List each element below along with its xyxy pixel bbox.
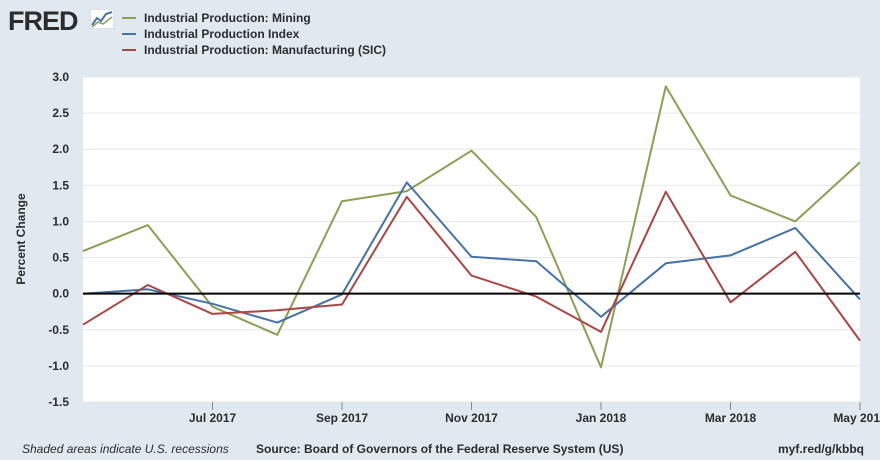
y-tick-label: 3.0 xyxy=(52,70,69,84)
y-tick-label: -0.5 xyxy=(48,323,69,337)
y-tick-label: 0.0 xyxy=(52,287,69,301)
source-note[interactable]: Source: Board of Governors of the Federa… xyxy=(256,442,623,456)
recession-note: Shaded areas indicate U.S. recessions xyxy=(22,442,229,456)
x-tick-label: Mar 2018 xyxy=(705,411,757,425)
y-tick-label: -1.0 xyxy=(48,359,69,373)
line-chart: 3.0 2.5 2.0 1.5 1.0 0.5 0.0 -0.5 -1.0 -1.5 Jul 20… xyxy=(0,0,880,440)
y-tick-label: 0.5 xyxy=(52,251,69,265)
x-axis-ticks: Jul 2017 Sep 2017 Nov 2017 Jan 2018 Mar 2018… xyxy=(189,402,880,425)
x-tick-label: Jan 2018 xyxy=(576,411,627,425)
short-url-link[interactable]: myf.red/g/kbbq xyxy=(778,442,864,456)
x-tick-label: Sep 2017 xyxy=(316,411,368,425)
y-tick-label: 2.5 xyxy=(52,106,69,120)
y-tick-label: 1.5 xyxy=(52,178,69,192)
plot-area xyxy=(83,77,860,402)
y-axis-ticks: 3.0 2.5 2.0 1.5 1.0 0.5 0.0 -0.5 -1.0 -1.5 xyxy=(48,70,69,409)
y-axis-title: Percent Change xyxy=(14,193,28,285)
y-tick-label: 1.0 xyxy=(52,214,69,228)
y-tick-label: 2.0 xyxy=(52,142,69,156)
x-tick-label: Jul 2017 xyxy=(189,411,237,425)
x-tick-label: May 2018 xyxy=(833,411,880,425)
y-tick-label: -1.5 xyxy=(48,395,69,409)
x-tick-label: Nov 2017 xyxy=(445,411,498,425)
